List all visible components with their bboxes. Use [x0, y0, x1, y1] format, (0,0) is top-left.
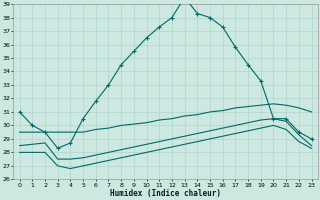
X-axis label: Humidex (Indice chaleur): Humidex (Indice chaleur) [110, 189, 221, 198]
